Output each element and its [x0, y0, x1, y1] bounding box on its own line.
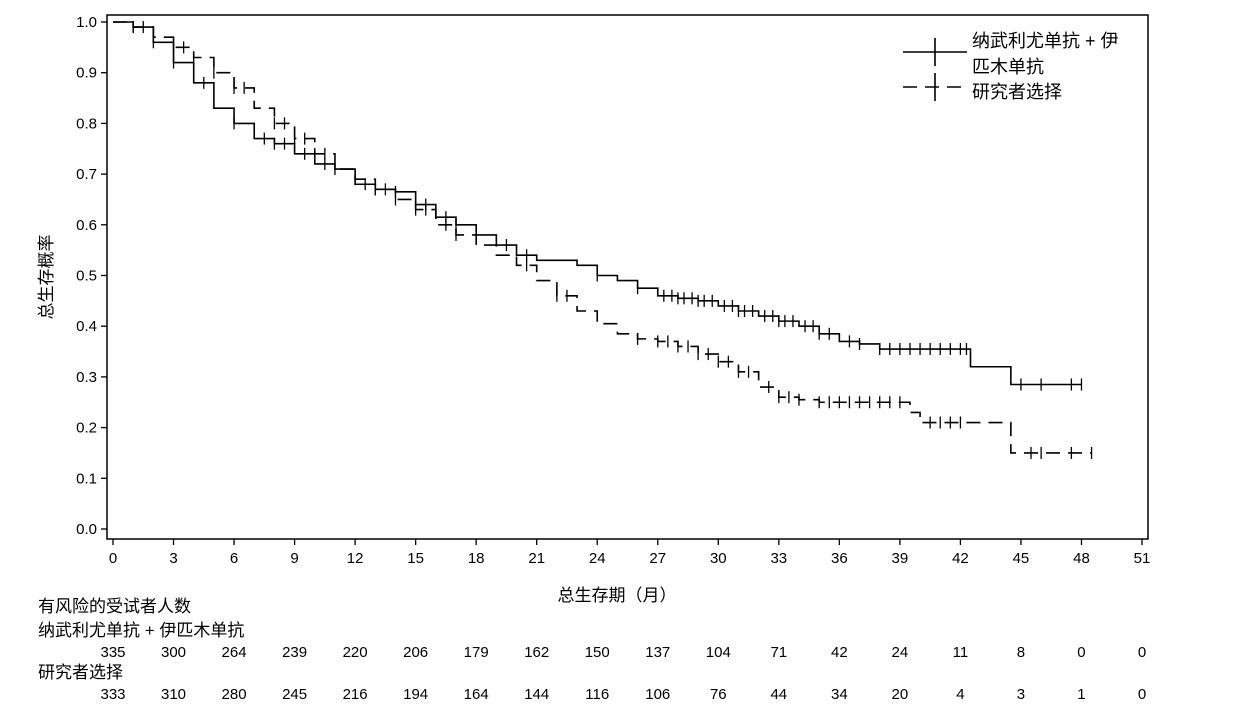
- y-tick-label: 1.0: [76, 14, 97, 31]
- risk-table: 有风险的受试者人数 纳武利尤单抗 + 伊匹木单抗 335 300 264 239 220…: [38, 597, 1146, 703]
- y-tick-label: 0.1: [76, 470, 97, 487]
- risk-count: 162: [524, 644, 549, 661]
- x-tick-label: 3: [169, 550, 177, 567]
- risk-row-label-2: 研究者选择: [38, 663, 123, 682]
- x-tick-label: 48: [1073, 550, 1090, 567]
- x-axis: 0 3 6 9 12 15 18 21 24 27 30 33 36 39 42 45 48 51: [109, 539, 1151, 567]
- risk-table-title: 有风险的受试者人数: [38, 597, 191, 616]
- survival-curve: [113, 21, 1082, 386]
- y-axis: 0.0 0.1 0.2 0.3 0.4 0.5 0.6 0.7 0.8 0.9 1.0: [76, 14, 107, 538]
- risk-count: 11: [953, 644, 969, 661]
- risk-count: 8: [1017, 644, 1025, 661]
- x-tick-label: 36: [831, 550, 848, 567]
- risk-count: 104: [706, 644, 731, 661]
- y-tick-label: 0.0: [76, 521, 97, 538]
- risk-count: 24: [892, 644, 909, 661]
- legend-label-line3: 研究者选择: [972, 82, 1062, 102]
- risk-count: 116: [585, 686, 609, 703]
- y-tick-label: 0.8: [76, 115, 97, 132]
- risk-count: 0: [1077, 644, 1085, 661]
- y-tick-label: 0.5: [76, 268, 97, 285]
- legend-swatch-solid: [903, 38, 967, 66]
- plot-frame: [106, 14, 1149, 540]
- x-tick-label: 15: [407, 550, 424, 567]
- x-tick-label: 39: [892, 550, 909, 567]
- risk-count: 216: [343, 686, 368, 703]
- series-layer: [113, 21, 1093, 459]
- risk-count: 144: [524, 686, 549, 703]
- risk-count: 4: [956, 686, 964, 703]
- risk-count: 44: [770, 686, 787, 703]
- risk-count: 20: [892, 686, 909, 703]
- legend: 纳武利尤单抗 + 伊 匹木单抗 研究者选择: [903, 31, 1119, 102]
- x-tick-label: 21: [528, 550, 545, 567]
- y-tick-label: 0.6: [76, 217, 97, 234]
- risk-row-label-1: 纳武利尤单抗 + 伊匹木单抗: [38, 621, 244, 640]
- risk-count: 333: [100, 686, 125, 703]
- x-tick-label: 45: [1013, 550, 1030, 567]
- y-tick-label: 0.7: [76, 166, 97, 183]
- y-tick-label: 0.2: [76, 420, 97, 437]
- x-tick-label: 6: [230, 550, 238, 567]
- x-tick-label: 0: [109, 550, 117, 567]
- risk-count: 1: [1077, 686, 1085, 703]
- risk-count: 0: [1138, 644, 1146, 661]
- legend-swatch-dashed: [903, 73, 967, 101]
- risk-count: 310: [161, 686, 186, 703]
- risk-count: 71: [770, 644, 787, 661]
- x-tick-label: 12: [347, 550, 364, 567]
- risk-count: 335: [100, 644, 125, 661]
- risk-count: 220: [343, 644, 368, 661]
- risk-count: 179: [464, 644, 489, 661]
- risk-count: 280: [222, 686, 247, 703]
- risk-count: 76: [710, 686, 727, 703]
- x-axis-title: 总生存期（月）: [558, 586, 677, 605]
- risk-count: 194: [403, 686, 428, 703]
- x-tick-label: 9: [290, 550, 298, 567]
- risk-count: 137: [645, 644, 670, 661]
- y-tick-label: 0.9: [76, 65, 97, 82]
- legend-label-line1: 纳武利尤单抗 + 伊: [972, 31, 1119, 51]
- risk-count: 0: [1138, 686, 1146, 703]
- risk-count: 150: [585, 644, 610, 661]
- x-tick-label: 27: [649, 550, 666, 567]
- risk-count: 206: [403, 644, 428, 661]
- y-tick-label: 0.4: [76, 318, 97, 335]
- risk-row-1: 335 300 264 239 220 206 179 162 150 137 104 71 42 24 1…: [100, 644, 1146, 661]
- x-tick-label: 42: [952, 550, 969, 567]
- risk-count: 164: [464, 686, 489, 703]
- series-1: [113, 21, 1083, 391]
- series-2: [113, 21, 1093, 459]
- risk-count: 264: [222, 644, 247, 661]
- x-tick-label: 24: [589, 550, 606, 567]
- risk-count: 34: [831, 686, 848, 703]
- y-axis-title: 总生存概率: [37, 235, 56, 320]
- survival-curve: [113, 21, 1092, 454]
- risk-count: 3: [1017, 686, 1025, 703]
- risk-count: 239: [282, 644, 307, 661]
- risk-count: 42: [831, 644, 848, 661]
- y-tick-label: 0.3: [76, 369, 97, 386]
- x-tick-label: 33: [770, 550, 787, 567]
- x-tick-label: 30: [710, 550, 727, 567]
- risk-row-2: 333 310 280 245 216 194 164 144 116 106 76 44 34 20 4 3…: [100, 686, 1146, 703]
- risk-count: 245: [282, 686, 307, 703]
- legend-label-line2: 匹木单抗: [972, 57, 1044, 77]
- x-tick-label: 51: [1134, 550, 1151, 567]
- risk-count: 106: [645, 686, 670, 703]
- x-tick-label: 18: [468, 550, 485, 567]
- risk-count: 300: [161, 644, 186, 661]
